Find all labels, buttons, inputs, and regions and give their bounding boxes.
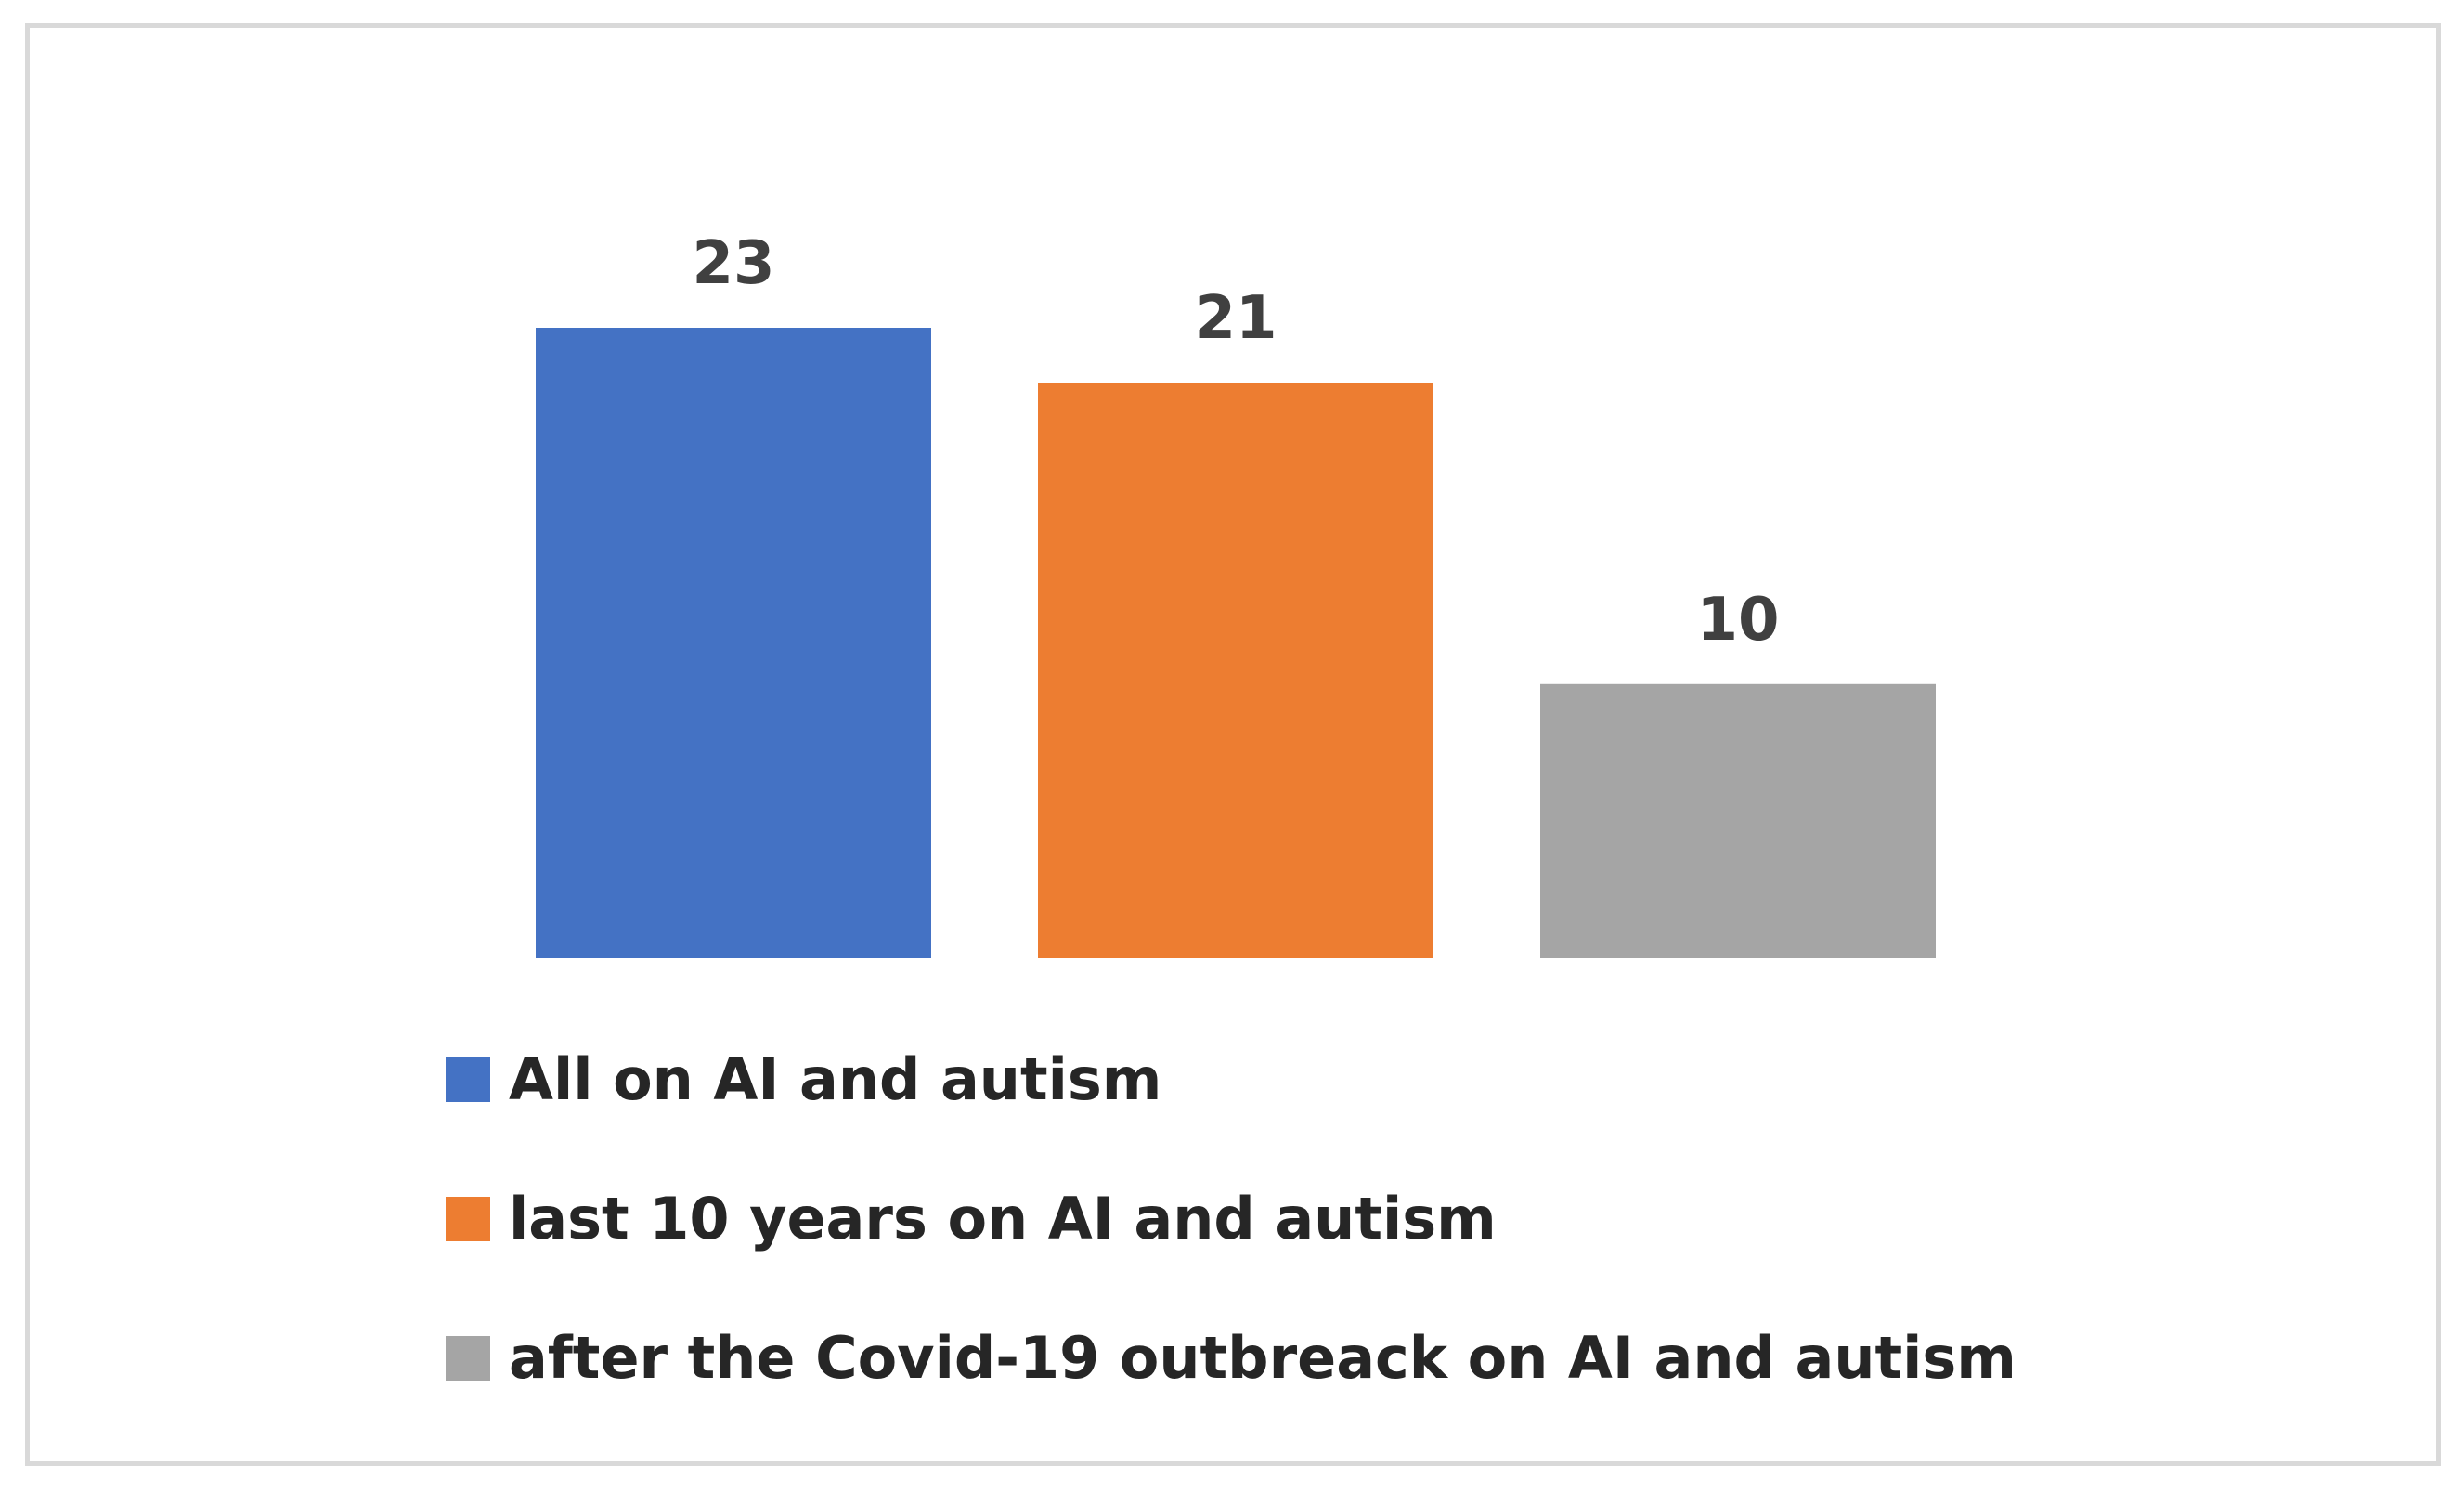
bar-1	[536, 328, 931, 958]
bar-2	[1038, 383, 1433, 959]
legend-label-after-covid: after the Covid-19 outbreack on AI and a…	[509, 1324, 2017, 1392]
data-label-3: 10	[1696, 586, 1779, 655]
bar-3	[1540, 683, 1936, 958]
legend-label-all: All on AI and autism	[509, 1045, 1162, 1113]
legend-item-all: All on AI and autism	[446, 1044, 2017, 1114]
legend-swatch-last-10-years	[446, 1196, 490, 1241]
legend-item-after-covid: after the Covid-19 outbreack on AI and a…	[446, 1323, 2017, 1393]
data-label-2: 21	[1194, 284, 1277, 353]
legend-label-last-10-years: last 10 years on AI and autism	[509, 1185, 1497, 1252]
data-label-1: 23	[692, 229, 774, 298]
legend-swatch-all	[446, 1057, 490, 1102]
legend-item-last-10-years: last 10 years on AI and autism	[446, 1184, 2017, 1253]
chart-legend: All on AI and autism last 10 years on AI…	[446, 1044, 2017, 1462]
legend-swatch-after-covid	[446, 1335, 490, 1381]
